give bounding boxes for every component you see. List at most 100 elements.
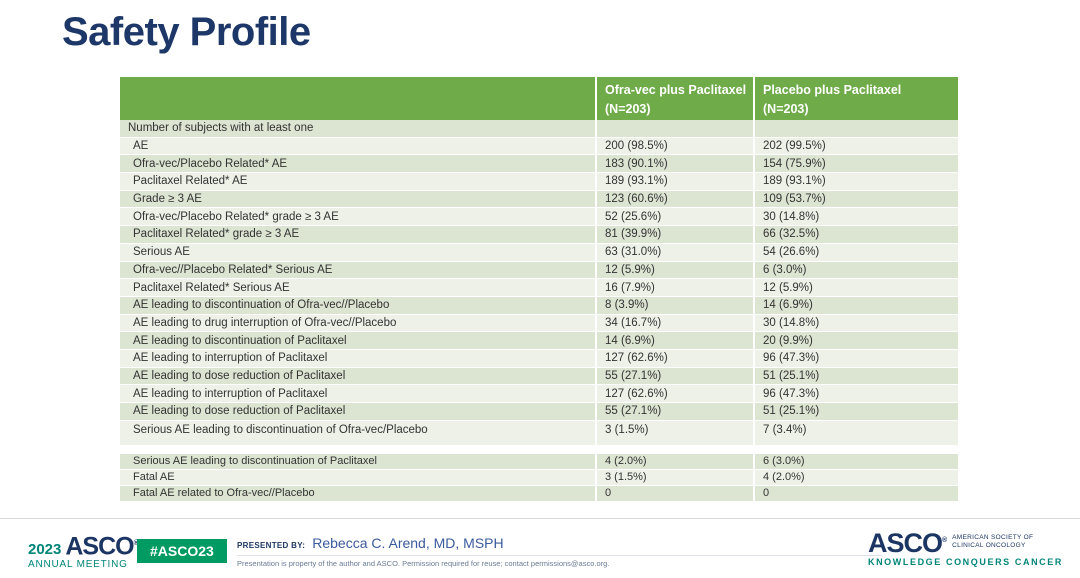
row-value-placebo: 7 (3.4%) bbox=[753, 420, 958, 445]
row-value-placebo: 6 (3.0%) bbox=[753, 261, 958, 279]
row-value-placebo: 202 (99.5%) bbox=[753, 137, 958, 155]
table-row: AE leading to dose reduction of Paclitax… bbox=[120, 403, 958, 421]
row-label: AE leading to interruption of Paclitaxel bbox=[133, 387, 328, 400]
row-label: Serious AE bbox=[133, 246, 190, 259]
registered-mark-icon: ® bbox=[942, 537, 947, 544]
row-value-ofra-vec: 81 (39.9%) bbox=[595, 226, 753, 243]
safety-table: Ofra-vec plus Paclitaxel (N=203) Placebo… bbox=[120, 77, 958, 502]
row-value-placebo: 51 (25.1%) bbox=[753, 367, 958, 385]
row-value-placebo: 96 (47.3%) bbox=[753, 349, 958, 367]
row-label: Paclitaxel Related* Serious AE bbox=[133, 281, 290, 294]
table-row: Paclitaxel Related* AE 189 (93.1%) 189 (93… bbox=[120, 173, 958, 191]
row-value-placebo: 189 (93.1%) bbox=[753, 173, 958, 190]
row-label: Paclitaxel Related* AE bbox=[133, 175, 248, 188]
row-value-placebo: 154 (75.9%) bbox=[753, 155, 958, 173]
row-value-ofra-vec: 52 (25.6%) bbox=[595, 208, 753, 226]
asco-annual-meeting-logo: 2023 ASCO® ANNUAL MEETING bbox=[28, 532, 139, 571]
footer-divider bbox=[0, 518, 1080, 519]
row-value-ofra-vec bbox=[595, 120, 753, 137]
row-value-ofra-vec: 63 (31.0%) bbox=[595, 243, 753, 261]
asco-wordmark-text: ASCO bbox=[65, 532, 134, 561]
asco-annual-meeting-wordmark: 2023 ASCO® bbox=[28, 532, 139, 561]
table-row: Serious AE 63 (31.0%) 54 (26.6%) bbox=[120, 243, 958, 262]
table-row: Ofra-vec//Placebo Related* Serious AE 12 … bbox=[120, 261, 958, 280]
table-row: AE leading to drug interruption of Ofra-… bbox=[120, 314, 958, 333]
column-n: (N=203) bbox=[763, 102, 809, 116]
table-header-empty bbox=[120, 77, 595, 120]
table-row: Ofra-vec/Placebo Related* grade ≥ 3 AE 52… bbox=[120, 208, 958, 227]
column-title: Placebo plus Paclitaxel bbox=[763, 83, 902, 97]
row-value-ofra-vec: 34 (16.7%) bbox=[595, 314, 753, 332]
row-label: AE leading to dose reduction of Paclitax… bbox=[133, 369, 346, 382]
table-row: AE 200 (98.5%) 202 (99.5%) bbox=[120, 137, 958, 156]
row-value-placebo: 109 (53.7%) bbox=[753, 190, 958, 208]
column-n: (N=203) bbox=[605, 102, 651, 116]
row-label: AE leading to discontinuation of Ofra-ve… bbox=[133, 299, 390, 312]
row-value-placebo: 0 bbox=[753, 485, 958, 501]
table-row: Ofra-vec/Placebo Related* AE 183 (90.1%) 1… bbox=[120, 155, 958, 174]
row-value-placebo: 12 (5.9%) bbox=[753, 279, 958, 296]
table-row: AE leading to interruption of Paclitaxel… bbox=[120, 349, 958, 368]
disclaimer-text: Presentation is property of the author a… bbox=[237, 559, 610, 568]
row-value-placebo: 51 (25.1%) bbox=[753, 403, 958, 420]
row-label: AE bbox=[133, 140, 149, 153]
row-value-ofra-vec: 123 (60.6%) bbox=[595, 190, 753, 208]
row-label: Serious AE leading to discontinuation of… bbox=[133, 423, 428, 436]
row-value-ofra-vec: 3 (1.5%) bbox=[595, 469, 753, 485]
row-value-placebo: 6 (3.0%) bbox=[753, 453, 958, 469]
table-row: Paclitaxel Related* grade ≥ 3 AE 81 (39.9… bbox=[120, 226, 958, 244]
row-value-ofra-vec: 200 (98.5%) bbox=[595, 137, 753, 155]
row-label: Ofra-vec/Placebo Related* AE bbox=[133, 157, 288, 170]
row-value-placebo: 66 (32.5%) bbox=[753, 226, 958, 243]
meeting-year: 2023 bbox=[28, 541, 62, 559]
table-header-ofra-vec: Ofra-vec plus Paclitaxel (N=203) bbox=[595, 77, 753, 120]
table-row: AE leading to discontinuation of Ofra-ve… bbox=[120, 296, 958, 315]
asco-wordmark: ASCO® bbox=[65, 532, 139, 561]
asco-logo-wordmark: ASCO® bbox=[867, 528, 947, 558]
row-label: Grade ≥ 3 AE bbox=[133, 193, 202, 206]
presenter-name: Rebecca C. Arend, MD, MSPH bbox=[312, 535, 504, 551]
row-value-ofra-vec: 127 (62.6%) bbox=[595, 385, 753, 402]
table-row: AE leading to interruption of Paclitaxel… bbox=[120, 385, 958, 403]
row-value-ofra-vec: 3 (1.5%) bbox=[595, 420, 753, 445]
asco-logo-top: ASCO® AMERICAN SOCIETY OF CLINICAL ONCOL… bbox=[867, 528, 1063, 558]
table-row: AE leading to dose reduction of Paclitax… bbox=[120, 367, 958, 386]
row-value-ofra-vec: 4 (2.0%) bbox=[595, 453, 753, 469]
row-value-ofra-vec: 12 (5.9%) bbox=[595, 261, 753, 279]
asco-logo: ASCO® AMERICAN SOCIETY OF CLINICAL ONCOL… bbox=[867, 528, 1063, 568]
presented-by-label: PRESENTED BY: bbox=[237, 541, 306, 550]
row-label: AE leading to interruption of Paclitaxel bbox=[133, 352, 328, 365]
table-header-placebo: Placebo plus Paclitaxel (N=203) bbox=[753, 77, 958, 120]
row-value-ofra-vec: 189 (93.1%) bbox=[595, 173, 753, 190]
presented-by-block: PRESENTED BY: Rebecca C. Arend, MD, MSPH… bbox=[237, 535, 882, 568]
row-value-ofra-vec: 183 (90.1%) bbox=[595, 155, 753, 173]
row-value-ofra-vec: 8 (3.9%) bbox=[595, 296, 753, 314]
row-value-placebo: 96 (47.3%) bbox=[753, 385, 958, 402]
row-value-placebo: 54 (26.6%) bbox=[753, 243, 958, 261]
table-row: Serious AE leading to discontinuation of… bbox=[120, 453, 958, 470]
asco-logo-text: ASCO bbox=[867, 528, 943, 558]
table-header-row: Ofra-vec plus Paclitaxel (N=203) Placebo… bbox=[120, 77, 958, 120]
table-row: Grade ≥ 3 AE 123 (60.6%) 109 (53.7%) bbox=[120, 190, 958, 209]
asco-tagline: KNOWLEDGE CONQUERS CANCER bbox=[867, 557, 1063, 567]
row-value-placebo: 30 (14.8%) bbox=[753, 208, 958, 226]
row-label: Ofra-vec//Placebo Related* Serious AE bbox=[133, 263, 333, 276]
row-value-ofra-vec: 16 (7.9%) bbox=[595, 279, 753, 296]
asco-org-subtitle-line1: AMERICAN SOCIETY OF bbox=[952, 534, 1034, 541]
table-row: Paclitaxel Related* Serious AE 16 (7.9%) 1… bbox=[120, 279, 958, 297]
row-label: Ofra-vec/Placebo Related* grade ≥ 3 AE bbox=[133, 210, 339, 223]
table-spacer bbox=[120, 445, 958, 454]
hashtag-badge: #ASCO23 bbox=[137, 539, 227, 563]
row-value-ofra-vec: 14 (6.9%) bbox=[595, 332, 753, 349]
footer-rule bbox=[237, 555, 882, 556]
table-row: AE leading to discontinuation of Paclita… bbox=[120, 332, 958, 350]
row-label: Fatal AE bbox=[133, 471, 175, 484]
row-label: Fatal AE related to Ofra-vec//Placebo bbox=[133, 487, 315, 500]
table-row: Fatal AE 3 (1.5%) 4 (2.0%) bbox=[120, 469, 958, 486]
row-label: Serious AE leading to discontinuation of… bbox=[133, 455, 377, 468]
asco-org-subtitle: AMERICAN SOCIETY OF CLINICAL ONCOLOGY bbox=[952, 534, 1033, 550]
column-title: Ofra-vec plus Paclitaxel bbox=[605, 83, 747, 97]
row-value-placebo bbox=[753, 120, 958, 137]
row-label: AE leading to drug interruption of Ofra-… bbox=[133, 316, 397, 329]
registered-mark-icon: ® bbox=[133, 540, 139, 547]
